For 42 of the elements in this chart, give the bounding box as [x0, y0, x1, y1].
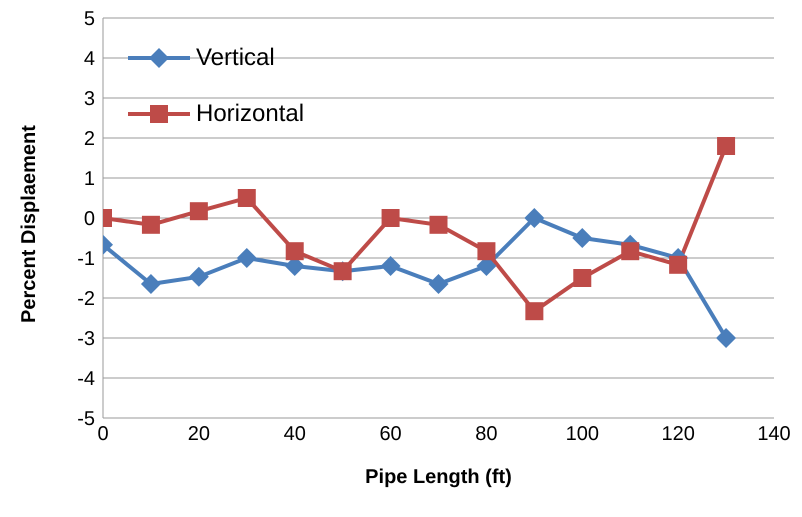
- y-tick-label: -1: [77, 248, 95, 270]
- point: [573, 269, 592, 287]
- point: [621, 242, 640, 260]
- x-tick-label: 80: [475, 423, 498, 446]
- point: [525, 302, 544, 320]
- y-axis-title: Percent Displaement: [18, 124, 40, 323]
- y-tick-label: 1: [84, 168, 95, 190]
- point: [430, 216, 448, 234]
- x-tick-label: 60: [379, 423, 402, 446]
- x-axis-title: Pipe Length (ft): [365, 466, 512, 488]
- point: [669, 256, 688, 274]
- x-tick-label: 40: [284, 423, 306, 446]
- y-tick-label: 4: [84, 48, 95, 70]
- point: [188, 266, 209, 287]
- y-tick-label: -4: [77, 368, 95, 390]
- point: [477, 242, 496, 260]
- point: [142, 216, 160, 234]
- y-tick-label: -2: [77, 288, 95, 310]
- y-tick-label: 5: [84, 8, 95, 30]
- y-tick-label: 2: [84, 128, 95, 150]
- point: [382, 209, 400, 227]
- point: [380, 256, 401, 276]
- point: [572, 228, 592, 248]
- point: [524, 208, 544, 228]
- point: [236, 248, 257, 268]
- point: [140, 274, 161, 294]
- y-tick-label: 3: [84, 88, 95, 110]
- legend-label: Vertical: [196, 44, 275, 72]
- x-tick-label: 100: [566, 423, 599, 446]
- x-tick-label: 120: [661, 423, 695, 446]
- y-tick-label: 0: [84, 208, 95, 230]
- y-tick-label: -5: [77, 408, 95, 430]
- y-tick-label: -3: [77, 328, 95, 350]
- legend-label: Horizontal: [196, 100, 304, 128]
- point: [238, 189, 256, 207]
- point: [286, 242, 304, 260]
- x-tick-label: 20: [188, 423, 210, 446]
- x-tick-label: 140: [757, 423, 791, 446]
- point: [190, 202, 208, 220]
- point: [428, 274, 448, 294]
- point: [716, 328, 736, 348]
- point: [717, 137, 736, 155]
